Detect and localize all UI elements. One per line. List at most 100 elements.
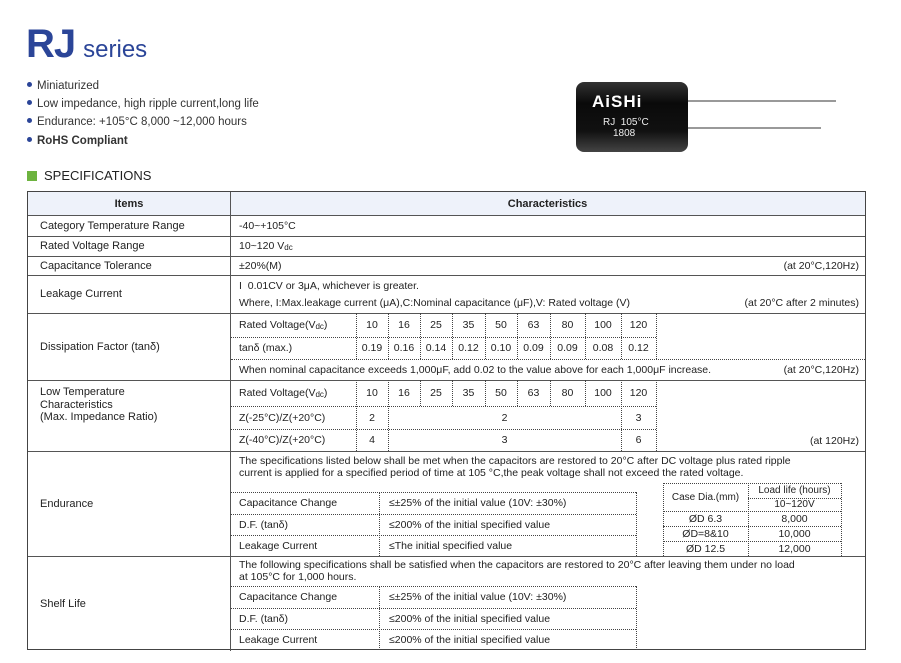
header-characteristics: Characteristics xyxy=(507,197,588,210)
df-voltage: 10 xyxy=(366,319,378,331)
grid-line xyxy=(379,492,380,556)
load-life-voltage: 10~120V xyxy=(774,499,815,510)
leakage-formula: I 0.01CV or 3μA, whichever is greater. xyxy=(239,279,419,292)
feature-text: Miniaturized xyxy=(37,80,99,92)
item-temperature: Category Temperature Range xyxy=(40,219,185,232)
lt-voltage: 100 xyxy=(594,387,612,399)
condition-name: Leakage Current xyxy=(239,539,318,552)
df-voltage: 50 xyxy=(495,319,507,331)
value-temperature: -40~+105°C xyxy=(239,219,296,232)
condition-value: ≤The initial specified value xyxy=(389,539,513,552)
grid-line xyxy=(231,514,636,515)
grid-line xyxy=(485,313,486,359)
lowtemp-note: (at 120Hz) xyxy=(809,434,859,447)
grid-line xyxy=(656,380,657,451)
lt-voltage: 25 xyxy=(430,387,442,399)
df-tan-value: 0.09 xyxy=(557,342,578,354)
unit-text: dc xyxy=(315,390,324,399)
case-dia: ØD 6.3 xyxy=(688,512,723,525)
leakage-note: (at 20°C after 2 minutes) xyxy=(744,296,860,309)
grid-line xyxy=(663,526,841,527)
load-life-hours: 10,000 xyxy=(778,527,811,540)
voltage-value: 10~120 V xyxy=(239,240,285,252)
grid-line xyxy=(231,492,636,493)
grid-line xyxy=(356,313,357,359)
df-voltage: 16 xyxy=(398,319,410,331)
item-endurance: Endurance xyxy=(40,497,94,510)
z40-value: 3 xyxy=(501,434,508,446)
item-tolerance: Capacitance Tolerance xyxy=(40,259,152,272)
df-note: When nominal capacitance exceeds 1,000μF… xyxy=(239,363,712,376)
df-tan-value: 0.16 xyxy=(393,342,415,354)
z25-label: Z(-25°C)/Z(+20°C) xyxy=(239,411,326,424)
spec-table: Items Characteristics Category Temperatu… xyxy=(27,191,866,651)
grid-line xyxy=(485,380,486,406)
condition-value: ≤200% of the initial specified value xyxy=(389,518,551,531)
grid-line xyxy=(231,406,656,407)
df-tan-value: 0.19 xyxy=(361,342,383,354)
feature-item: Endurance: +105°C 8,000 ~12,000 hours xyxy=(27,116,247,128)
lt-voltage: 63 xyxy=(527,387,540,399)
df-tan-value: 0.12 xyxy=(628,342,649,354)
lead-short xyxy=(686,127,821,129)
z40-value: 6 xyxy=(635,434,642,446)
lt-voltage: 50 xyxy=(495,387,507,399)
item-dissipation: Dissipation Factor (tanδ) xyxy=(40,340,160,353)
lt-voltage: 10 xyxy=(366,387,378,399)
df-tan-value: 0.10 xyxy=(490,342,512,354)
grid-line xyxy=(388,313,389,359)
lt-voltage: 80 xyxy=(561,387,574,399)
grid-line xyxy=(585,380,586,406)
capacitor-lot: 1808 xyxy=(613,128,636,139)
grid-line xyxy=(231,535,636,536)
leakage-where: Where, I:Max.leakage current (μA),C:Nomi… xyxy=(239,296,631,309)
grid-line xyxy=(452,380,453,406)
label-text: ) xyxy=(323,319,328,331)
section-heading: SPECIFICATIONS xyxy=(27,168,151,183)
case-dia: ØD 12.5 xyxy=(685,542,726,555)
df-voltage: 35 xyxy=(462,319,475,331)
grid-line xyxy=(663,541,841,542)
condition-name: D.F. (tanδ) xyxy=(239,518,289,531)
case-dia-header: Case Dia.(mm) xyxy=(671,491,740,503)
grid-line xyxy=(550,380,551,406)
capacitor-body: AiSHi RJ 105°C 1808 xyxy=(576,82,688,152)
condition-name: D.F. (tanδ) xyxy=(239,612,289,625)
grid-line xyxy=(621,313,622,359)
df-voltage: 120 xyxy=(629,319,648,331)
item-shelf-life: Shelf Life xyxy=(40,597,86,610)
bullet-icon xyxy=(27,82,32,88)
item-leakage: Leakage Current xyxy=(40,288,122,300)
header-items: Items xyxy=(114,197,144,210)
brand-logo: AiSHi xyxy=(592,92,643,111)
grid-line xyxy=(231,429,656,430)
load-life-hours: 12,000 xyxy=(778,542,811,555)
z25-value: 2 xyxy=(369,411,375,424)
z40-label: Z(-40°C)/Z(+20°C) xyxy=(239,434,326,446)
df-tan-value: 0.14 xyxy=(425,342,447,354)
df-tan-label: tanδ (max.) xyxy=(239,342,293,354)
grid-line xyxy=(585,313,586,359)
feature-text: Low impedance, high ripple current,long … xyxy=(37,98,259,110)
label-text: Rated Voltage(V xyxy=(239,319,316,331)
grid-line xyxy=(663,483,664,556)
grid-line xyxy=(748,483,749,556)
endurance-text: current is applied for a specified perio… xyxy=(239,467,744,479)
value-tolerance: ±20%(M) xyxy=(239,259,282,272)
grid-line xyxy=(420,313,421,359)
unit-text: dc xyxy=(315,322,324,331)
grid-line xyxy=(379,586,380,650)
bullet-icon xyxy=(27,137,32,143)
shelf-text: at 105°C for 1,000 hours. xyxy=(239,571,357,583)
series-word: series xyxy=(83,36,148,63)
lead-long xyxy=(686,100,836,102)
condition-value: ≤±25% of the initial value (10V: ±30%) xyxy=(389,591,567,603)
capacitor-image: AiSHi RJ 105°C 1808 xyxy=(576,80,841,155)
df-tan-value: 0.08 xyxy=(592,342,614,354)
lt-rated-voltage-label: Rated Voltage(V dc) xyxy=(239,380,327,406)
label-text: Rated Voltage(V xyxy=(239,387,316,399)
item-line: Low Temperature xyxy=(40,386,125,398)
grid-line xyxy=(636,586,637,650)
df-voltage: 25 xyxy=(430,319,442,331)
